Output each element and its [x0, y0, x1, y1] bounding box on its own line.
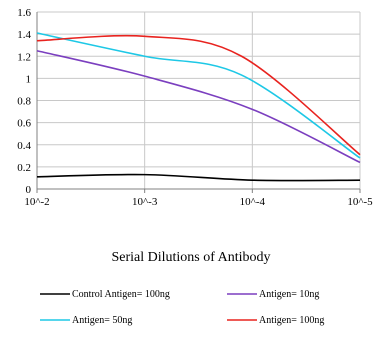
- series-lines: [36, 32, 361, 182]
- y-tick-label: 0: [26, 184, 32, 196]
- x-axis-title: Serial Dilutions of Antibody: [111, 250, 270, 265]
- series-line-2: [36, 32, 361, 159]
- y-tick-label: 1.4: [17, 29, 31, 41]
- legend-label: Antigen= 100ng: [259, 315, 324, 326]
- y-tick-label: 0.4: [17, 140, 31, 152]
- series-line-1: [36, 49, 361, 164]
- y-tick-label: 1.2: [17, 51, 31, 63]
- legend-label: Antigen= 10ng: [259, 289, 319, 300]
- series-line-0: [36, 173, 361, 182]
- axes: [36, 12, 361, 193]
- grid: [37, 11, 361, 189]
- tick-labels: 0 0.2 0.4 0.6 0.8 1 1.2 1.4 1.6 10^-2 10^-3 10^-4 10…: [17, 7, 373, 208]
- y-tick-label: 1: [26, 73, 32, 85]
- y-tick-label: 1.6: [17, 7, 31, 19]
- x-tick-label: 10^-5: [347, 196, 373, 208]
- legend-label: Antigen= 50ng: [72, 315, 132, 326]
- legend-label: Control Antigen= 100ng: [72, 289, 170, 300]
- series-line-3: [36, 34, 361, 156]
- y-tick-label: 0.6: [17, 118, 31, 130]
- x-tick-label: 10^-3: [132, 196, 158, 208]
- y-tick-label: 0.2: [17, 162, 31, 174]
- x-tick-label: 10^-2: [24, 196, 49, 208]
- x-tick-label: 10^-4: [240, 196, 266, 208]
- legend: Control Antigen= 100ng Antigen= 10ng Antig…: [40, 289, 324, 326]
- y-tick-label: 0.8: [17, 96, 31, 108]
